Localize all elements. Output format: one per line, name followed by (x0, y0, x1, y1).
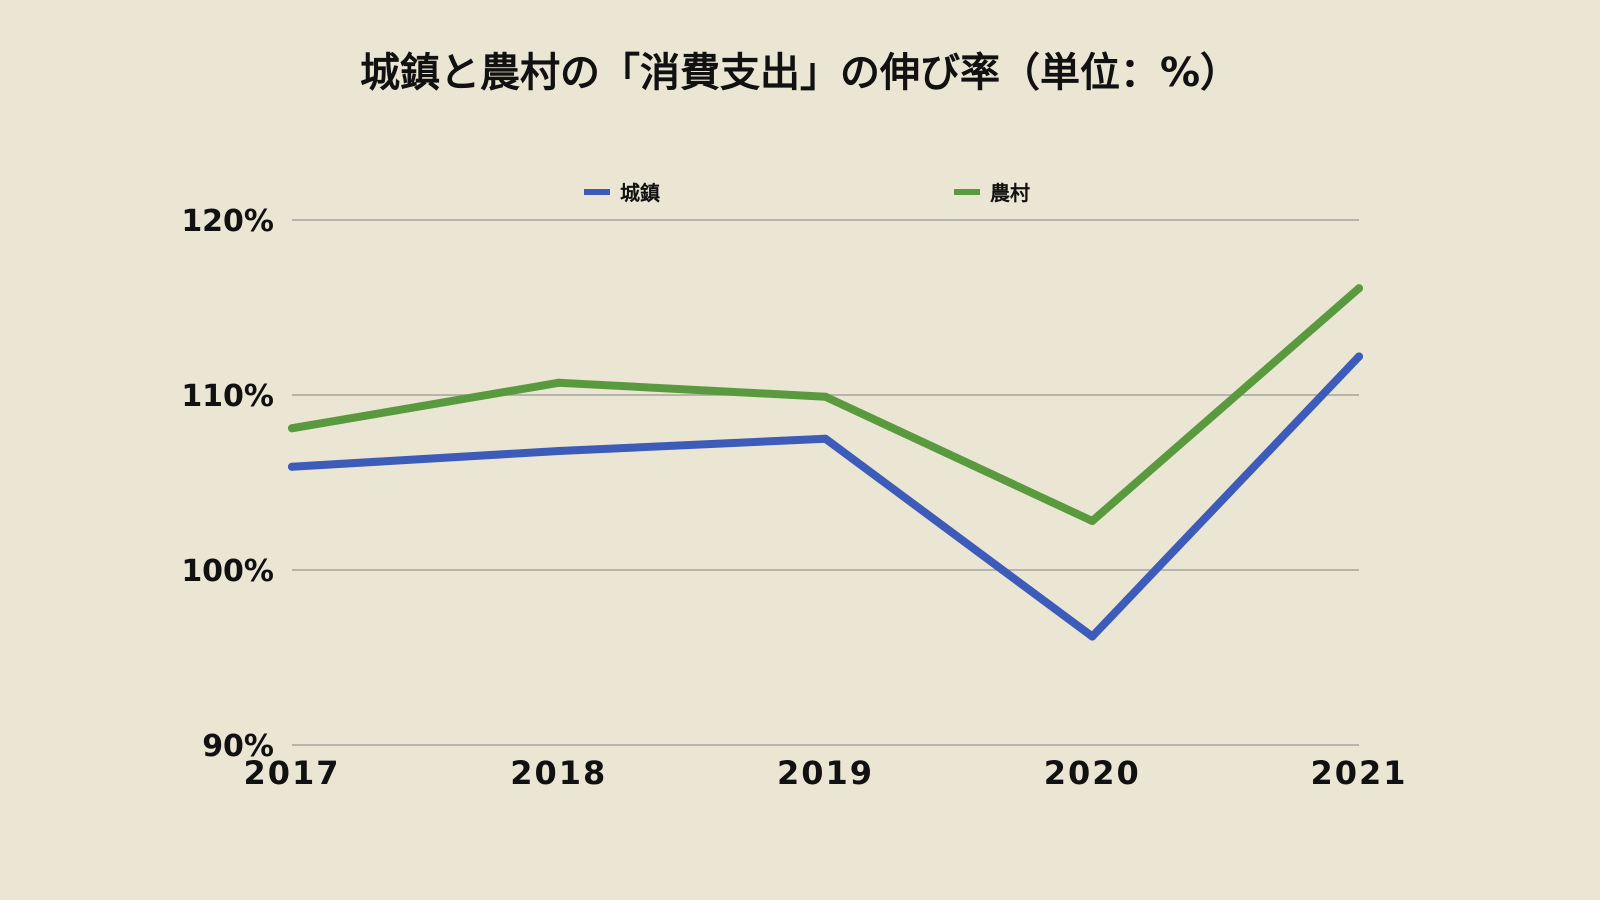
x-tick-label: 2018 (510, 754, 607, 792)
legend-label: 城鎮 (620, 181, 660, 205)
series-lines (288, 284, 1363, 641)
data-point (288, 424, 296, 433)
chart-title: 城鎮と農村の「消費支出」の伸び率（単位：%） (360, 50, 1240, 96)
legend-label: 農村 (990, 181, 1030, 205)
data-point (1088, 632, 1097, 641)
x-axis-ticks: 2017 2018 2019 2020 2021 (243, 754, 1407, 792)
x-tick-label: 2020 (1044, 754, 1141, 792)
x-tick-label: 2021 (1310, 754, 1407, 792)
x-tick-label: 2017 (243, 754, 340, 792)
y-tick-label: 90% (202, 729, 274, 764)
data-point (288, 462, 296, 471)
data-point (1355, 352, 1363, 361)
data-point (821, 434, 830, 443)
data-point (1088, 517, 1097, 525)
data-point (821, 392, 830, 401)
data-point (1355, 284, 1363, 293)
y-tick-label: 100% (181, 554, 274, 589)
y-tick-label: 110% (181, 379, 274, 414)
data-point (554, 378, 563, 387)
data-point (554, 447, 563, 455)
y-tick-label: 120% (181, 204, 274, 239)
gridlines (292, 219, 1359, 746)
y-axis-ticks: 90% 100% 110% 120% (181, 204, 274, 764)
x-tick-label: 2019 (777, 754, 874, 792)
series-line-1 (288, 284, 1363, 525)
legend: 城鎮 農村 (584, 181, 1030, 205)
